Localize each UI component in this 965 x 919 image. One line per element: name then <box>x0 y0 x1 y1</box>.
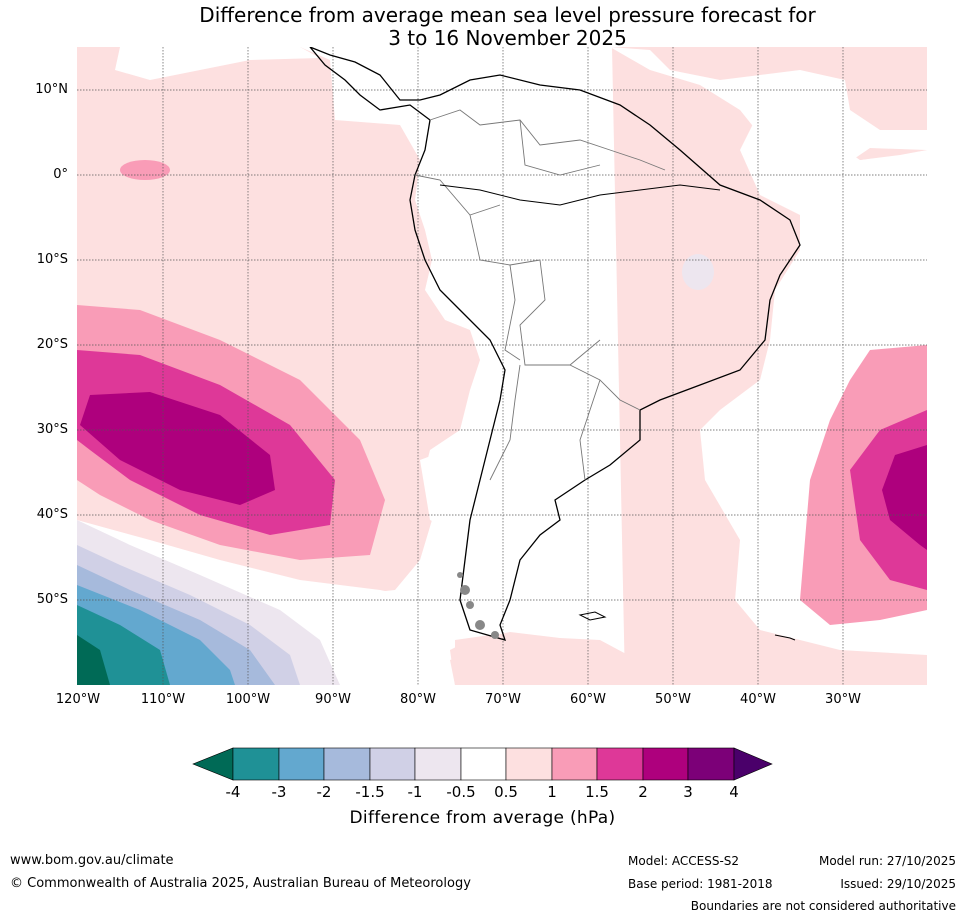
lat-label-10s: 10°S <box>36 252 68 267</box>
colorbar-bin-10 <box>642 747 689 781</box>
footer-base-period: Base period: 1981-2018 <box>628 877 773 891</box>
footer-copyright: © Commonwealth of Australia 2025, Austra… <box>10 876 471 891</box>
colorbar-tick-label: -3 <box>271 783 287 801</box>
footer-model-run: Model run: 27/10/2025 <box>818 854 956 868</box>
lat-label-10n: 10°N <box>35 82 68 97</box>
map-title: Difference from average mean sea level p… <box>0 4 965 50</box>
lat-label-20s: 20°S <box>36 337 68 352</box>
colorbar-bin-9 <box>596 747 644 781</box>
colorbar-extend-high <box>733 747 773 781</box>
lat-label-50s: 50°S <box>36 592 68 607</box>
coastline <box>309 47 801 641</box>
colorbar-tick-label: -1.5 <box>355 783 385 801</box>
footer-model: Model: ACCESS-S2 <box>628 854 740 868</box>
colorbar-tick-label: -2 <box>316 783 332 801</box>
colorbar-bin-3 <box>323 747 371 781</box>
footer-disclaimer: Boundaries are not considered authoritat… <box>690 899 956 913</box>
footer-issued: Issued: 29/10/2025 <box>840 877 956 891</box>
colorbar-tick-label: 0.5 <box>494 783 518 801</box>
lon-label-120w: 120°W <box>55 692 101 707</box>
graticule <box>77 47 927 685</box>
lon-label-90w: 90°W <box>315 692 351 707</box>
colorbar-tick-label: 3 <box>683 783 693 801</box>
colorbar-bin-2 <box>278 747 325 781</box>
anomaly-region-negative-40 <box>77 635 110 685</box>
anomaly-spot-inland <box>682 254 714 290</box>
colorbar-bin-7 <box>505 747 553 781</box>
colorbar-bin-1 <box>232 747 280 781</box>
lon-label-80w: 80°W <box>400 692 436 707</box>
title-line-2: 3 to 16 November 2025 <box>388 26 627 50</box>
south-georgia <box>774 634 796 641</box>
colorbar-bin-4 <box>369 747 416 781</box>
country-borders <box>414 109 666 481</box>
south-america-outline <box>309 47 801 641</box>
lon-label-100w: 100°W <box>225 692 271 707</box>
colorbar-extend-low <box>192 747 234 781</box>
colorbar-tick-label: -1 <box>407 783 423 801</box>
patagonia-islands <box>457 572 499 639</box>
lon-label-30w: 30°W <box>825 692 861 707</box>
anomaly-region-positive-30-east <box>882 445 927 550</box>
colorbar-bin-5 <box>414 747 462 781</box>
anomaly-region-neutral-east-north <box>610 47 927 165</box>
amazon-river <box>439 184 721 206</box>
anomaly-region-positive-30-west <box>80 392 275 505</box>
colorbar-title: Difference from average (hPa) <box>349 808 616 828</box>
colorbar-bin-8 <box>551 747 598 781</box>
lon-label-60w: 60°W <box>570 692 606 707</box>
anomaly-spot-north <box>120 160 170 180</box>
lon-label-70w: 70°W <box>485 692 521 707</box>
colorbar-bin-11 <box>687 747 735 781</box>
colorbar-tick-label: 1.5 <box>585 783 609 801</box>
lon-label-50w: 50°W <box>655 692 691 707</box>
lon-label-110w: 110°W <box>140 692 186 707</box>
colorbar-bin-6 <box>460 747 507 781</box>
anomaly-region-neutral-north <box>115 47 320 80</box>
colorbar-tick-label: 2 <box>638 783 648 801</box>
footer-website[interactable]: www.bom.gov.au/climate <box>10 853 174 868</box>
anomaly-region-pink-southern <box>450 632 632 685</box>
lat-label-30s: 30°S <box>36 422 68 437</box>
anomaly-region-neutral-central <box>420 445 480 530</box>
lat-label-0: 0° <box>53 167 68 182</box>
anomaly-fields <box>77 47 927 685</box>
colorbar-tick-label: -0.5 <box>446 783 476 801</box>
colorbar-tick-label: -4 <box>225 783 241 801</box>
lat-label-40s: 40°S <box>36 507 68 522</box>
colorbar <box>192 747 773 781</box>
colorbar-tick-label: 1 <box>547 783 557 801</box>
falkland-islands <box>578 611 607 621</box>
colorbar-tick-label: 4 <box>729 783 739 801</box>
anomaly-region-pink-east <box>450 47 927 685</box>
title-line-1: Difference from average mean sea level p… <box>199 3 816 27</box>
lon-label-40w: 40°W <box>740 692 776 707</box>
